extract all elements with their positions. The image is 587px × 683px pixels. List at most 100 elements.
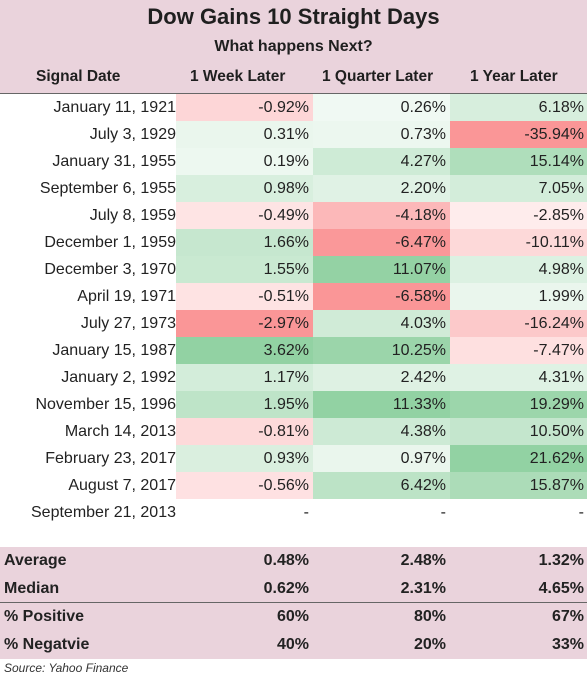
week-value: 1.55% bbox=[263, 261, 309, 278]
quarter-shade-cell: -4.18% bbox=[313, 202, 450, 229]
signal-date-cell: January 15, 1987 bbox=[52, 342, 176, 359]
table-row: April 19, 1971 -0.51% -6.58% 1.99% bbox=[0, 283, 587, 310]
week-shade-cell: - bbox=[176, 499, 313, 526]
signal-date-cell: January 11, 1921 bbox=[53, 99, 176, 116]
summary-quarter-value: 20% bbox=[413, 636, 446, 653]
quarter-shade-cell: 4.27% bbox=[313, 148, 450, 175]
table-row: January 15, 1987 3.62% 10.25% -7.47% bbox=[0, 337, 587, 364]
week-value: -0.56% bbox=[258, 477, 309, 494]
year-value: 21.62% bbox=[529, 450, 584, 467]
summary-label: Median bbox=[4, 580, 60, 597]
week-shade-cell: 1.17% bbox=[176, 364, 313, 391]
summary-row: Median 0.62% 2.31% 4.65% bbox=[0, 575, 587, 603]
year-value: 15.14% bbox=[529, 153, 584, 170]
table-row: January 11, 1921 -0.92% 0.26% 6.18% bbox=[0, 94, 587, 121]
summary-label: % Negatvie bbox=[4, 636, 90, 653]
summary-row: % Positive 60% 80% 67% bbox=[0, 603, 587, 631]
week-shade-cell: -0.49% bbox=[176, 202, 313, 229]
quarter-shade-cell: 2.20% bbox=[313, 175, 450, 202]
week-value: 1.66% bbox=[263, 234, 309, 251]
summary-label: % Positive bbox=[4, 608, 85, 625]
year-value: 19.29% bbox=[529, 396, 584, 413]
signal-date-cell: January 2, 1992 bbox=[61, 369, 176, 386]
quarter-value: 4.03% bbox=[400, 315, 446, 332]
quarter-shade-cell: 4.38% bbox=[313, 418, 450, 445]
signal-date-cell: November 15, 1996 bbox=[35, 396, 176, 413]
week-value: 0.98% bbox=[263, 180, 309, 197]
summary-row: Average 0.48% 2.48% 1.32% bbox=[0, 547, 587, 575]
signal-date-cell: December 1, 1959 bbox=[44, 234, 176, 251]
year-shade-cell: -7.47% bbox=[450, 337, 587, 364]
week-value: -2.97% bbox=[258, 315, 309, 332]
week-value: 0.31% bbox=[263, 126, 309, 143]
table-row: December 3, 1970 1.55% 11.07% 4.98% bbox=[0, 256, 587, 283]
week-value: -0.49% bbox=[258, 207, 309, 224]
table-row: February 23, 2017 0.93% 0.97% 21.62% bbox=[0, 445, 587, 472]
table-row: July 27, 1973 -2.97% 4.03% -16.24% bbox=[0, 310, 587, 337]
quarter-value: 0.97% bbox=[400, 450, 446, 467]
quarter-value: 11.07% bbox=[392, 261, 446, 278]
table-row: September 21, 2013 - - - bbox=[0, 499, 587, 526]
signal-date-cell: July 27, 1973 bbox=[80, 315, 176, 332]
year-value: -16.24% bbox=[524, 315, 584, 332]
summary-year-value: 4.65% bbox=[538, 580, 584, 597]
summary-label: Average bbox=[4, 552, 67, 569]
summary-quarter-value: 80% bbox=[413, 608, 446, 625]
year-value: 4.98% bbox=[538, 261, 584, 278]
table-row: November 15, 1996 1.95% 11.33% 19.29% bbox=[0, 391, 587, 418]
quarter-value: 10.25% bbox=[391, 342, 446, 359]
week-shade-cell: 0.31% bbox=[176, 121, 313, 148]
week-value: -0.51% bbox=[258, 288, 309, 305]
summary-week-value: 40% bbox=[276, 636, 309, 653]
table-row: January 31, 1955 0.19% 4.27% 15.14% bbox=[0, 148, 587, 175]
quarter-value: 4.27% bbox=[400, 153, 446, 170]
week-value: -0.81% bbox=[258, 423, 309, 440]
quarter-value: 4.38% bbox=[400, 423, 446, 440]
signal-date-cell: December 3, 1970 bbox=[44, 261, 176, 278]
week-shade-cell: 1.95% bbox=[176, 391, 313, 418]
week-value: 1.95% bbox=[263, 396, 309, 413]
column-header-1-quarter-later: 1 Quarter Later bbox=[322, 68, 434, 85]
year-value: - bbox=[578, 504, 584, 521]
quarter-shade-cell: 10.25% bbox=[313, 337, 450, 364]
year-value: 4.31% bbox=[538, 369, 584, 386]
table-header: Dow Gains 10 Straight Days What happens … bbox=[0, 0, 587, 93]
summary-week-value: 60% bbox=[276, 608, 309, 625]
summary-year-value: 67% bbox=[551, 608, 584, 625]
year-value: 7.05% bbox=[538, 180, 584, 197]
table-row: September 6, 1955 0.98% 2.20% 7.05% bbox=[0, 175, 587, 202]
quarter-shade-cell: - bbox=[313, 499, 450, 526]
year-value: 10.50% bbox=[529, 423, 584, 440]
table-row: July 8, 1959 -0.49% -4.18% -2.85% bbox=[0, 202, 587, 229]
year-shade-cell: 6.18% bbox=[450, 94, 587, 121]
year-shade-cell: 19.29% bbox=[450, 391, 587, 418]
summary-row: % Negatvie 40% 20% 33% bbox=[0, 631, 587, 659]
summary-quarter-value: 2.48% bbox=[400, 552, 446, 569]
week-shade-cell: 0.98% bbox=[176, 175, 313, 202]
week-value: 0.93% bbox=[263, 450, 309, 467]
week-value: 3.62% bbox=[263, 342, 309, 359]
header-divider bbox=[0, 93, 587, 94]
year-shade-cell: -10.11% bbox=[450, 229, 587, 256]
summary-divider bbox=[0, 602, 587, 603]
quarter-value: -4.18% bbox=[395, 207, 446, 224]
chart-title: Dow Gains 10 Straight Days bbox=[147, 4, 440, 29]
quarter-shade-cell: 6.42% bbox=[313, 472, 450, 499]
column-header-signal-date: Signal Date bbox=[36, 68, 121, 85]
quarter-shade-cell: 11.07% bbox=[313, 256, 450, 283]
quarter-value: 0.26% bbox=[400, 99, 446, 116]
year-value: -7.47% bbox=[533, 342, 584, 359]
quarter-value: 2.20% bbox=[400, 180, 446, 197]
week-shade-cell: -0.81% bbox=[176, 418, 313, 445]
source-note: Source: Yahoo Finance bbox=[4, 661, 129, 675]
week-value: 1.17% bbox=[263, 369, 309, 386]
quarter-value: 2.42% bbox=[400, 369, 446, 386]
quarter-shade-cell: 2.42% bbox=[313, 364, 450, 391]
week-shade-cell: 3.62% bbox=[176, 337, 313, 364]
year-shade-cell: -2.85% bbox=[450, 202, 587, 229]
signal-date-cell: September 21, 2013 bbox=[31, 504, 176, 521]
year-value: -35.94% bbox=[524, 126, 584, 143]
year-shade-cell: 1.99% bbox=[450, 283, 587, 310]
year-value: 1.99% bbox=[538, 288, 584, 305]
quarter-shade-cell: 4.03% bbox=[313, 310, 450, 337]
